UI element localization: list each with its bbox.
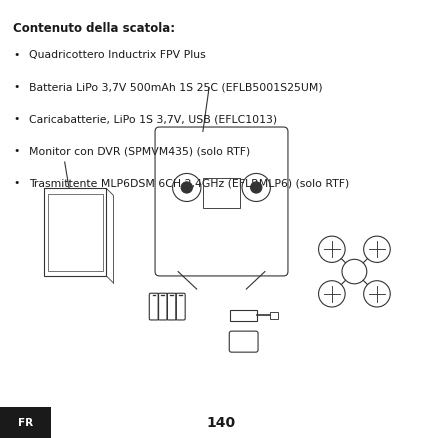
- Text: 140: 140: [207, 416, 236, 430]
- Text: Batteria LiPo 3,7V 500mAh 1S 25C (EFLB5001S25UM): Batteria LiPo 3,7V 500mAh 1S 25C (EFLB50…: [29, 82, 323, 92]
- Text: Caricabatterie, LiPo 1S 3,7V, USB (EFLC1013): Caricabatterie, LiPo 1S 3,7V, USB (EFLC1…: [29, 114, 277, 124]
- Text: •: •: [13, 114, 19, 124]
- FancyBboxPatch shape: [0, 407, 51, 438]
- Circle shape: [251, 182, 262, 193]
- Text: •: •: [13, 82, 19, 92]
- Text: Quadricottero Inductrix FPV Plus: Quadricottero Inductrix FPV Plus: [29, 50, 206, 60]
- Text: •: •: [13, 178, 19, 188]
- Text: Monitor con DVR (SPMVM435) (solo RTF): Monitor con DVR (SPMVM435) (solo RTF): [29, 146, 250, 156]
- Text: Trasmittente MLP6DSM 6CH 2,4GHz (EFLRMLP6) (solo RTF): Trasmittente MLP6DSM 6CH 2,4GHz (EFLRMLP…: [29, 178, 349, 188]
- Text: •: •: [13, 50, 19, 60]
- Circle shape: [181, 182, 192, 193]
- Text: •: •: [13, 146, 19, 156]
- Text: FR: FR: [18, 418, 33, 427]
- Text: Contenuto della scatola:: Contenuto della scatola:: [13, 22, 175, 35]
